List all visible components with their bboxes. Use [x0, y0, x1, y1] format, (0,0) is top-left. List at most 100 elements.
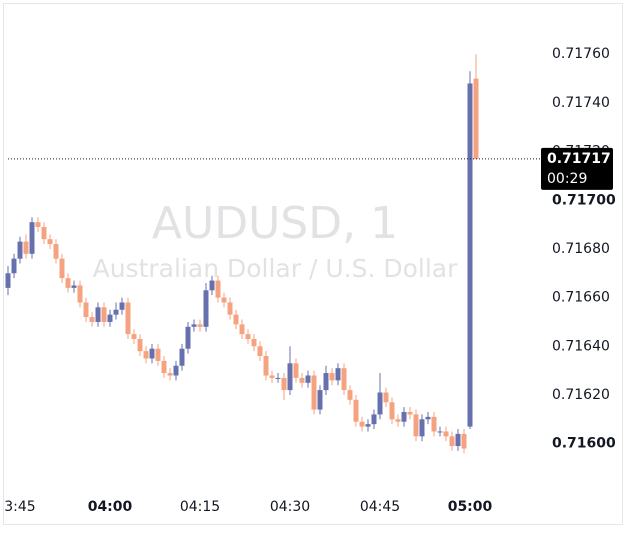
candle-body [143, 351, 149, 359]
candle-body [233, 314, 239, 325]
candle-body [11, 258, 17, 274]
candle-body [83, 302, 89, 318]
candle-body [125, 302, 131, 335]
candle-body [23, 241, 29, 254]
candle-body [203, 290, 209, 327]
candle-body [341, 368, 347, 391]
y-tick-label: 0.71700 [552, 192, 616, 208]
candle-body [377, 392, 383, 415]
candle-body [293, 363, 299, 378]
candle-body [197, 324, 203, 327]
last-price-box [541, 147, 613, 190]
candle-body [299, 377, 305, 383]
candle-body [257, 346, 263, 357]
y-tick-label: 0.71660 [552, 290, 610, 306]
y-tick-label: 0.71640 [552, 338, 610, 354]
last-price-label: 0.71717 [547, 151, 611, 167]
candle-body [5, 273, 11, 288]
candle-body [71, 285, 77, 288]
candle-body [455, 433, 461, 447]
candle-body [89, 317, 95, 322]
candle-body [311, 375, 317, 410]
candle-body [173, 365, 179, 376]
candle-body [239, 324, 245, 335]
candle-body [269, 375, 275, 378]
y-tick-label: 0.71600 [552, 436, 616, 452]
candle-body [251, 338, 257, 347]
candle-body [185, 326, 191, 349]
candle-body [35, 222, 41, 228]
candle-body [209, 280, 215, 291]
candle-body [131, 334, 137, 339]
candle-body [389, 402, 395, 420]
candle-body [29, 222, 35, 254]
x-tick-label: 04:00 [88, 499, 133, 515]
candle-body [227, 302, 233, 315]
candle-body [329, 373, 335, 381]
candle-body [137, 338, 143, 352]
candle-body [359, 421, 365, 427]
candle-body [179, 348, 185, 366]
x-tick-label: 04:30 [270, 499, 310, 515]
chart-frame [3, 3, 623, 525]
candle-body [155, 348, 161, 361]
candle-body [449, 436, 455, 447]
candle-body [245, 334, 251, 339]
x-tick-label: 05:00 [448, 499, 493, 515]
candle-body [467, 83, 473, 427]
candle-body [17, 241, 23, 259]
candle-body [275, 377, 281, 379]
candle-body [191, 324, 197, 327]
candle-body [365, 424, 371, 427]
candle-body [317, 390, 323, 410]
candle-body [323, 373, 329, 391]
candle-body [347, 390, 353, 400]
candle-body [41, 227, 47, 240]
y-tick-label: 0.71680 [552, 241, 610, 257]
x-tick-label: 04:45 [360, 499, 400, 515]
candle-body [95, 307, 101, 322]
candle-body [335, 368, 341, 381]
countdown-label: 00:29 [547, 171, 587, 187]
candle-body [473, 78, 479, 159]
candle-body [395, 419, 401, 422]
candle-body [113, 309, 119, 315]
candle-body [431, 416, 437, 432]
candle-body [59, 258, 65, 279]
candle-body [161, 360, 167, 374]
x-tick-label: 3:45 [4, 499, 35, 515]
candle-body [47, 239, 53, 245]
candle-body [167, 373, 173, 376]
candle-body [419, 419, 425, 437]
candle-body [401, 411, 407, 422]
candle-body [221, 297, 227, 303]
candle-body [305, 375, 311, 383]
watermark-subtitle: Australian Dollar / U.S. Dollar [93, 254, 458, 283]
candle-body [101, 307, 107, 322]
y-tick-label: 0.71760 [552, 46, 610, 62]
watermark-title: AUDUSD, 1 [152, 198, 398, 249]
candle-body [461, 433, 467, 449]
candle-body [425, 416, 431, 420]
candle-body [287, 363, 293, 391]
candle-body [407, 411, 413, 415]
candle-body [353, 399, 359, 422]
candle-body [437, 431, 443, 433]
candle-body [77, 285, 83, 303]
candle-body [383, 392, 389, 403]
candle-body [413, 414, 419, 437]
candle-body [371, 414, 377, 425]
y-tick-label: 0.71620 [552, 387, 610, 403]
candle-body [215, 280, 221, 298]
y-tick-label: 0.71740 [552, 95, 610, 111]
candle-body [119, 302, 125, 310]
candle-body [65, 278, 71, 288]
candle-body [281, 377, 287, 391]
candle-body [263, 356, 269, 376]
candle-body [443, 431, 449, 437]
candle-body [53, 244, 59, 259]
candle-body [149, 348, 155, 359]
x-tick-label: 04:15 [180, 499, 220, 515]
candle-body [107, 314, 113, 322]
